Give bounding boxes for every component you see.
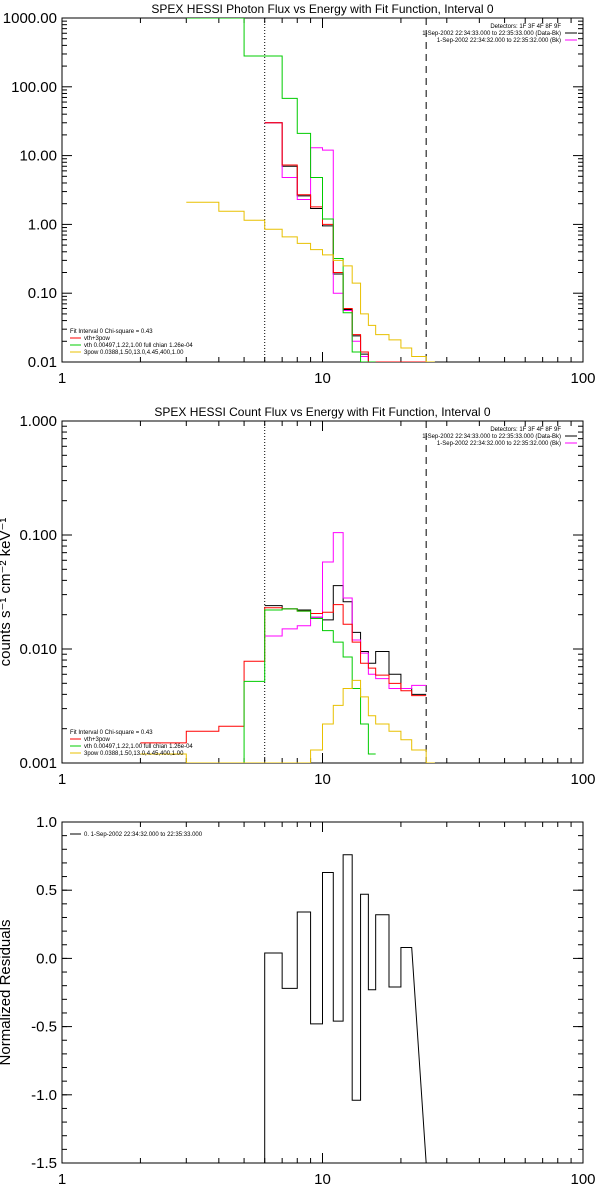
y-tick-label: 0.5 <box>36 882 57 899</box>
y-tick-label: 0.100 <box>19 527 57 544</box>
y-tick-label: -0.5 <box>31 1019 57 1036</box>
x-tick-label: 100 <box>570 370 595 387</box>
series-4-histogram <box>186 18 376 362</box>
panel-2: SPEX HESSI Count Flux vs Energy with Fit… <box>0 405 596 788</box>
series-3-histogram <box>264 122 427 362</box>
y-tick-label: 1.0 <box>36 814 57 831</box>
y-tick-label: -1.5 <box>31 1155 57 1172</box>
legend-entry: vth 0.00497,1.22,1.00 full chian 1.26e-0… <box>84 744 193 750</box>
x-tick-label: 10 <box>314 771 331 788</box>
y-tick-label: 0.0 <box>36 950 57 967</box>
legend-entry: Fit Interval 0 Chi-square = 0.43 <box>70 329 153 335</box>
x-tick-label: 1 <box>58 1171 66 1188</box>
y-axis-label: counts s⁻¹ cm⁻² keV⁻¹ <box>0 518 14 667</box>
y-tick-label: 1.00 <box>28 216 57 233</box>
legend-entry: 0. 1-Sep-2002 22:34:32.000 to 22:35:33.0… <box>84 832 203 838</box>
panel-1: SPEX HESSI Photon Flux vs Energy with Fi… <box>3 2 596 387</box>
x-tick-label: 1 <box>58 370 66 387</box>
y-tick-label: 0.10 <box>28 285 57 302</box>
x-tick-label: 1 <box>58 771 66 788</box>
y-tick-label: 0.01 <box>28 354 57 371</box>
info-header-line: 1-Sep-2002 22:34:32.000 to 22:35:32.000 … <box>437 38 561 44</box>
info-header-line: Detectors: 1F 3F 4F 8F 9F <box>490 24 561 30</box>
y-tick-label: 1000.00 <box>3 10 57 27</box>
y-tick-label: 0.001 <box>19 755 57 772</box>
info-header-line: Detectors: 1F 3F 4F 8F 9F <box>490 427 561 433</box>
y-axis-label: Normalized Residuals <box>0 920 14 1066</box>
series-1-histogram <box>264 585 427 695</box>
series-5-histogram <box>186 201 435 362</box>
x-tick-label: 100 <box>570 1171 595 1188</box>
y-tick-label: 10.00 <box>19 148 57 165</box>
legend-entry: Fit Interval 0 Chi-square = 0.43 <box>70 730 153 736</box>
series-2-histogram <box>264 532 427 690</box>
legend-entry: vth 0.00497,1.22,1.00 full chian 1.26e-0… <box>84 343 193 349</box>
series-4-histogram <box>186 608 376 763</box>
series-1-histogram <box>264 122 427 362</box>
legend-entry: 3pow 0.0388,1.50,13.0,4.45,400,1.00 <box>84 751 184 757</box>
x-tick-label: 100 <box>570 771 595 788</box>
legend-entry: vth+3pow <box>84 336 111 342</box>
chart-title: SPEX HESSI Count Flux vs Energy with Fit… <box>154 405 490 419</box>
chart-title: SPEX HESSI Photon Flux vs Energy with Fi… <box>151 2 493 16</box>
legend-entry: 3pow 0.0388,1.50,13.0,4.45,400,1.00 <box>84 350 184 356</box>
legend-entry: vth+3pow <box>84 737 111 743</box>
series-2-histogram <box>264 122 427 362</box>
series-5-histogram <box>140 679 435 763</box>
x-tick-label: 10 <box>314 1171 331 1188</box>
y-tick-label: 1.000 <box>19 413 57 430</box>
info-header-line: 1-Sep-2002 22:34:32.000 to 22:35:32.000 … <box>437 441 561 447</box>
info-header-line: 1-Sep-2002 22:34:33.000 to 22:35:33.000 … <box>422 31 561 37</box>
x-tick-label: 10 <box>314 370 331 387</box>
panel-3: 1 10 100 1.0 0.5 0.0 -0.5 -1.0 -1.5 Normalized Re… <box>0 814 596 1188</box>
y-tick-label: -1.0 <box>31 1087 57 1104</box>
y-tick-label: 100.00 <box>11 79 57 96</box>
series-3-histogram <box>140 604 427 744</box>
series-1-histogram <box>264 854 427 1163</box>
info-header-line: 1-Sep-2002 22:34:33.000 to 22:35:33.000 … <box>422 434 561 440</box>
y-tick-label: 0.010 <box>19 641 57 658</box>
